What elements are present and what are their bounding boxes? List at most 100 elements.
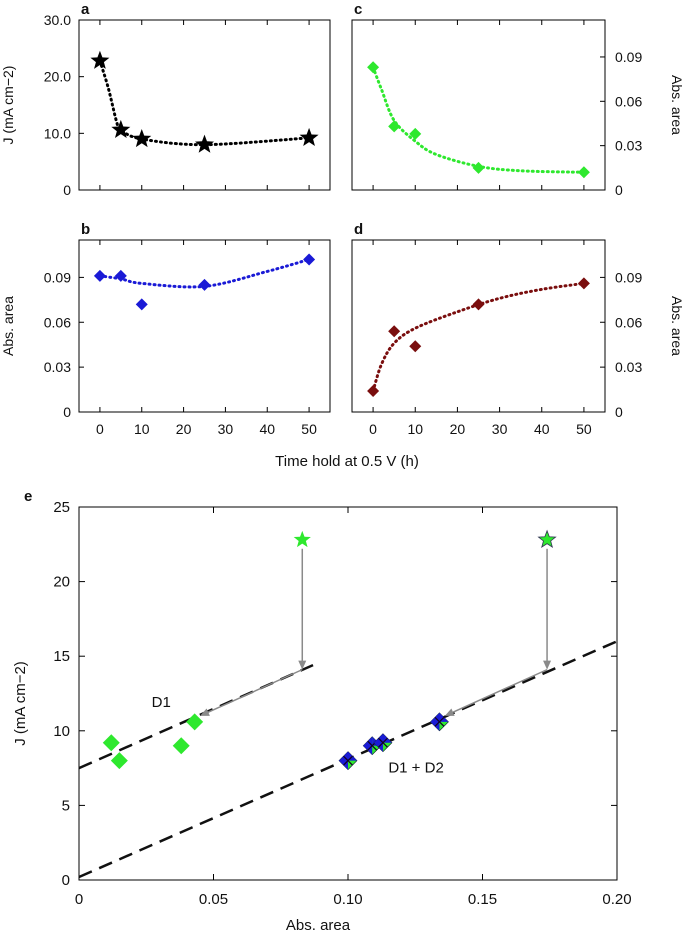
arrow-head [444, 708, 455, 716]
y-tick-label: 0 [615, 182, 623, 198]
data-point-half-left [430, 712, 440, 731]
data-point-star [299, 127, 319, 146]
data-point-cross [378, 737, 388, 748]
annotation: D1 + D2 [388, 760, 443, 777]
panel-letter: a [81, 1, 90, 18]
x-tick-label: 50 [576, 421, 592, 437]
y-tick-label: 0.03 [615, 359, 642, 375]
y-axis-label: J (mA cm−2) [0, 66, 16, 145]
x-tick-label: 10 [134, 421, 150, 437]
x-tick-label: 0 [369, 421, 377, 437]
y-tick-label: 0 [63, 404, 71, 420]
data-point-diamond [388, 120, 401, 133]
x-tick-label: 10 [407, 421, 423, 437]
data-point-star [132, 129, 152, 148]
x-tick-label: 30 [492, 421, 508, 437]
data-point-diamond [577, 166, 590, 179]
y-tick-label: 10.0 [44, 125, 71, 141]
data-point-diamond [388, 325, 401, 338]
data-point-star [537, 529, 557, 549]
y-tick-label: 0.06 [615, 314, 642, 330]
data-point-star [293, 530, 311, 548]
x-tick-label: 40 [259, 421, 275, 437]
y-tick-label: 0.06 [615, 93, 642, 109]
y-axis-label: J (mA cm−2) [12, 661, 29, 746]
fit-line [371, 281, 586, 393]
fit-line [98, 59, 311, 147]
data-point-half-left [363, 736, 373, 755]
y-tick-label: 0.09 [615, 49, 642, 65]
data-point-diamond [577, 277, 590, 290]
data-point-diamond [93, 269, 106, 282]
y-tick-label: 10 [53, 723, 70, 740]
panel-letter: d [354, 221, 363, 238]
panel-letter: e [24, 488, 32, 505]
y-tick-label: 30.0 [44, 12, 71, 28]
x-tick-label: 0.20 [602, 891, 631, 908]
data-point-cross [343, 755, 353, 766]
panel-letter: c [354, 1, 362, 18]
x-tick-label: 30 [218, 421, 234, 437]
x-tick-label: 0.10 [333, 891, 362, 908]
shared-x-axis-label: Time hold at 0.5 V (h) [275, 453, 419, 470]
arrow-diagonal [207, 668, 303, 713]
x-tick-label: 0 [75, 891, 83, 908]
y-tick-label: 0.06 [44, 314, 71, 330]
y-tick-label: 0 [62, 872, 70, 889]
y-axis-label: Abs. area [669, 296, 685, 356]
y-tick-label: 20.0 [44, 69, 71, 85]
x-tick-label: 20 [450, 421, 466, 437]
plot-frame [78, 239, 331, 413]
data-point-diamond [102, 734, 120, 752]
arrow-diagonal [452, 668, 548, 713]
data-point-star [111, 119, 131, 139]
data-point-star [90, 50, 110, 69]
data-point-half-left [373, 733, 383, 752]
panel-e: e 0 0.05 0.10 0.15 0.20 0 5 10 15 20 25 Abs. area J (… [12, 488, 632, 934]
annotation: D1 [152, 694, 171, 711]
y-tick-label: 0.09 [615, 269, 642, 285]
arrow-head [200, 708, 210, 716]
y-tick-label: 15 [53, 648, 70, 665]
y-tick-label: 0 [615, 404, 623, 420]
panel-letter: b [81, 221, 90, 238]
x-tick-label: 40 [534, 421, 550, 437]
y-axis-label: Abs. area [0, 296, 16, 356]
data-point-diamond [114, 269, 127, 282]
panel-c: c 0 0.03 0.06 0.09 Abs. area [351, 1, 685, 198]
data-point-diamond [198, 278, 211, 291]
panel-b: b 0 10 20 30 40 50 0 0.03 0.06 0.09 Abs. area [0, 221, 331, 437]
data-point-diamond [172, 737, 190, 755]
y-tick-label: 0.03 [615, 138, 642, 154]
plot-frame [351, 19, 606, 191]
panel-d: d 0 10 20 30 40 50 0 0.03 0.06 0.09 Abs. area [351, 221, 685, 437]
x-tick-label: 0 [96, 421, 104, 437]
plot-frame [78, 19, 331, 191]
x-tick-label: 0.15 [468, 891, 497, 908]
y-axis-label: Abs. area [669, 75, 685, 135]
data-point-diamond [367, 385, 380, 398]
y-tick-label: 20 [53, 574, 70, 591]
y-tick-label: 0 [63, 182, 71, 198]
arrow-head [543, 660, 552, 670]
x-axis-label: Abs. area [286, 917, 351, 934]
y-tick-label: 0.09 [44, 269, 71, 285]
data-point-half-left [339, 751, 348, 770]
data-point-diamond [135, 298, 148, 311]
data-point-diamond [472, 161, 485, 174]
x-tick-label: 50 [301, 421, 317, 437]
data-point-diamond [110, 752, 128, 770]
y-tick-label: 25 [53, 499, 70, 516]
x-tick-label: 20 [176, 421, 192, 437]
panel-a: a 0 10.0 20.0 30.0 J (mA cm−2) [0, 1, 331, 198]
arrow-head [298, 660, 307, 670]
x-tick-label: 0.05 [199, 891, 228, 908]
data-point-diamond [409, 340, 422, 353]
plot-frame [351, 239, 606, 413]
data-point-diamond [472, 298, 485, 311]
y-tick-label: 5 [62, 797, 70, 814]
y-tick-label: 0.03 [44, 359, 71, 375]
data-point-diamond [367, 61, 380, 74]
data-point-diamond [409, 127, 422, 140]
